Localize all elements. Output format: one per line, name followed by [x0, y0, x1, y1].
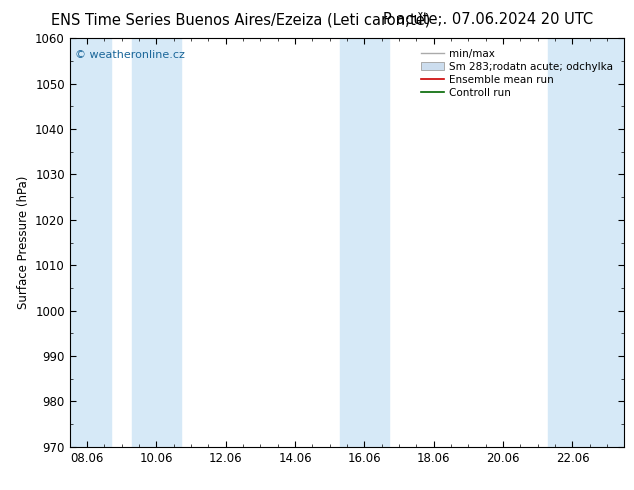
Bar: [70, 38, 112, 447]
Y-axis label: Surface Pressure (hPa): Surface Pressure (hPa): [16, 176, 30, 309]
Text: © weatheronline.cz: © weatheronline.cz: [75, 50, 185, 60]
Text: ENS Time Series Buenos Aires/Ezeiza (Leti caron;tě): ENS Time Series Buenos Aires/Ezeiza (Let…: [51, 12, 430, 28]
Legend: min/max, Sm 283;rodatn acute; odchylka, Ensemble mean run, Controll run: min/max, Sm 283;rodatn acute; odchylka, …: [418, 46, 616, 101]
Bar: [340, 38, 389, 447]
Bar: [548, 38, 624, 447]
Text: P acute;. 07.06.2024 20 UTC: P acute;. 07.06.2024 20 UTC: [383, 12, 593, 27]
Bar: [132, 38, 181, 447]
